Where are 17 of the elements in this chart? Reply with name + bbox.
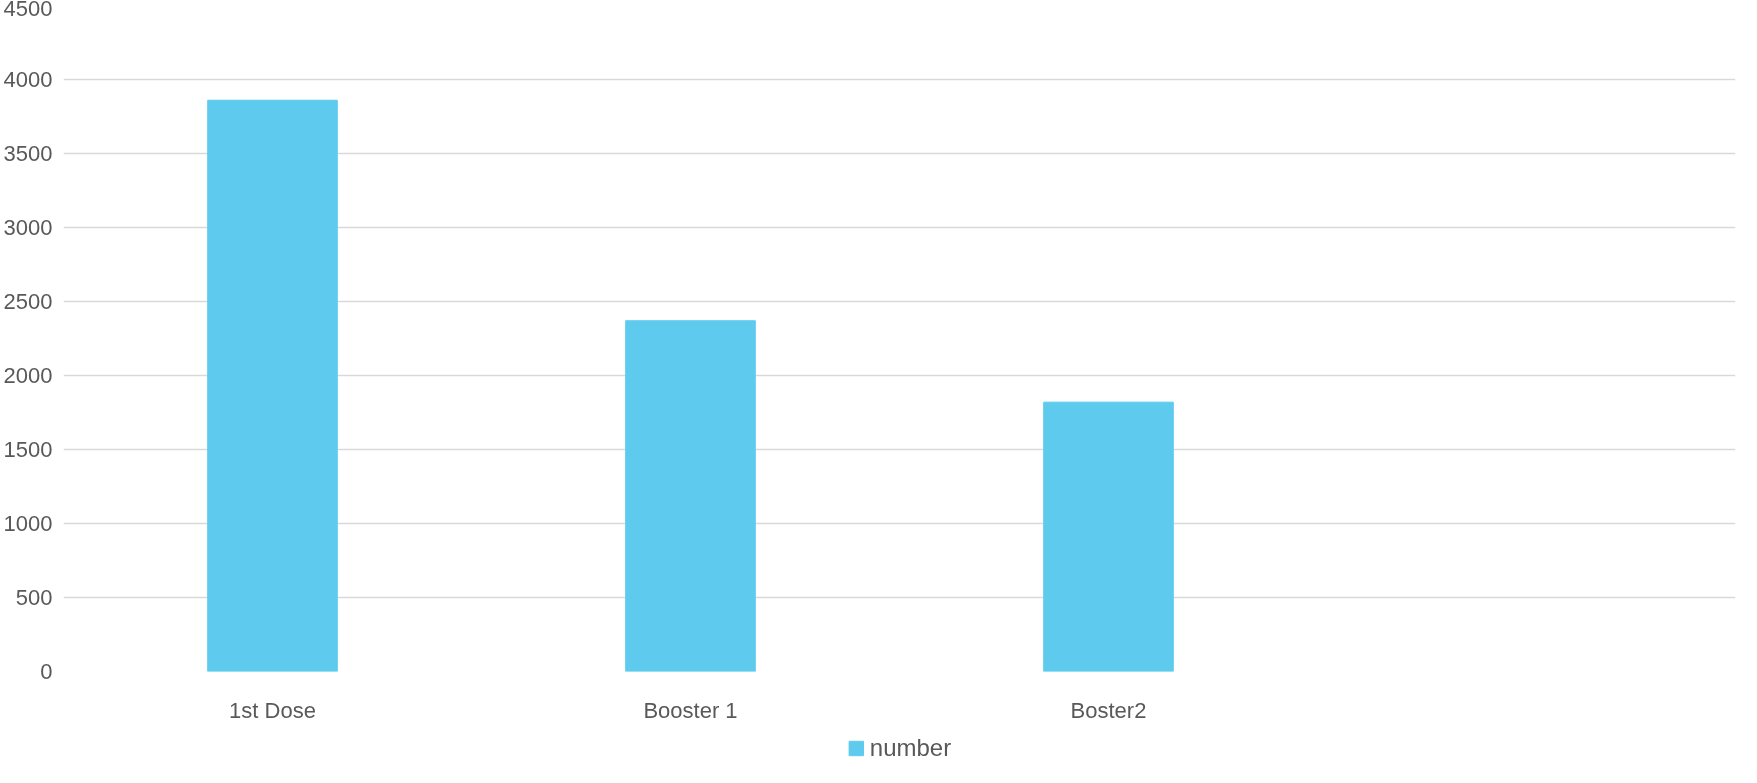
- bar: [625, 320, 756, 672]
- y-tick-label: 3500: [3, 141, 53, 166]
- y-tick-label: 1000: [3, 511, 53, 536]
- y-tick-label: 0: [40, 659, 53, 684]
- bar: [1043, 401, 1174, 672]
- y-tick-label: 500: [15, 585, 53, 610]
- x-tick-label: Boster2: [1070, 697, 1147, 723]
- y-tick-label: 2500: [3, 289, 53, 314]
- x-tick-label: 1st Dose: [229, 697, 316, 723]
- x-tick-label: Booster 1: [643, 697, 738, 723]
- y-tick-label: 2000: [3, 363, 53, 388]
- y-tick-label: 1500: [3, 437, 53, 462]
- y-tick-label: 3000: [3, 215, 53, 240]
- y-tick-label: 4000: [3, 67, 53, 92]
- legend-label: number: [869, 733, 952, 762]
- bar: [207, 99, 338, 672]
- y-tick-label: 4500: [3, 0, 53, 21]
